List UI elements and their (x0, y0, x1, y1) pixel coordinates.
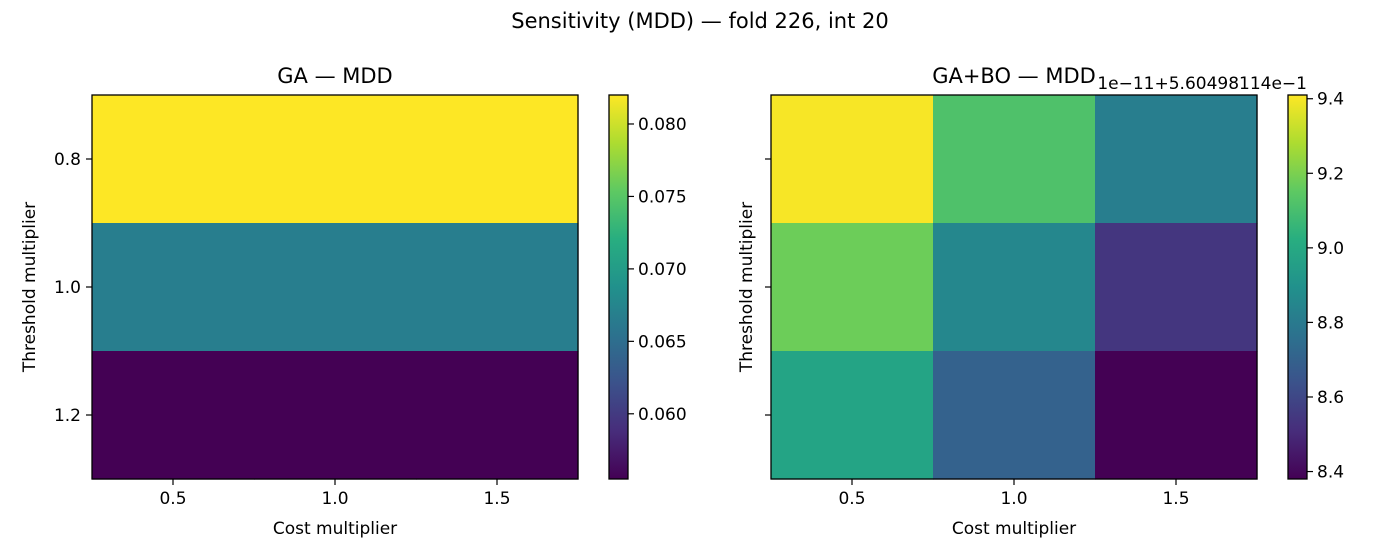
heatmap-gabo-cell-r2-c1 (933, 351, 1096, 480)
colorbar-gabo-tick-label: 9.0 (1317, 239, 1344, 259)
colorbar-ga-tick-label: 0.060 (638, 405, 687, 425)
colorbar-ga-tick-label: 0.065 (638, 332, 687, 352)
heatmap-ga-x-tick-label: 1.0 (321, 489, 348, 509)
heatmap-ga-x-ticks: 0.5 1.0 1.5 (159, 479, 511, 509)
heatmap-ga-x-tick-label: 1.5 (483, 489, 510, 509)
colorbar-ga-gradient (609, 95, 628, 479)
heatmap-ga-y-tick-label: 0.8 (54, 150, 81, 170)
heatmap-gabo-x-tick-label: 0.5 (838, 489, 865, 509)
colorbar-gabo: 8.4 8.6 8.8 9.0 9.2 9.4 1e−11+5.60498114e−1 (1097, 74, 1344, 483)
heatmap-ga-y-ticks: 0.8 1.0 1.2 (54, 150, 92, 426)
heatmap-ga-title: GA — MDD (277, 64, 392, 88)
heatmap-ga-xlabel: Cost multiplier (273, 519, 397, 539)
heatmap-gabo-cell-r0-c2 (1095, 95, 1258, 224)
colorbar-gabo-tick-label: 8.8 (1317, 313, 1344, 333)
heatmap-gabo-cell-r2-c0 (771, 351, 934, 480)
heatmap-gabo-x-ticks: 0.5 1.0 1.5 (838, 479, 1190, 509)
heatmap-gabo-ylabel: Threshold multiplier (737, 202, 757, 373)
heatmap-ga-cell-r2-c0 (92, 351, 255, 480)
colorbar-gabo-offset-text: 1e−11+5.60498114e−1 (1097, 74, 1307, 94)
figure-suptitle: Sensitivity (MDD) — fold 226, int 20 (511, 9, 889, 33)
colorbar-ga-ticks: 0.060 0.065 0.070 0.075 0.080 (628, 115, 687, 425)
heatmap-ga-cell-r2-c2 (416, 351, 579, 480)
heatmap-ga-cell-r0-c2 (416, 95, 579, 224)
heatmap-gabo-cell-r0-c0 (771, 95, 934, 224)
heatmap-gabo-title: GA+BO — MDD (932, 64, 1096, 88)
heatmap-ga-cell-r0-c0 (92, 95, 255, 224)
colorbar-gabo-gradient (1288, 95, 1307, 479)
colorbar-ga-tick-label: 0.070 (638, 260, 687, 280)
colorbar-gabo-tick-label: 9.4 (1317, 90, 1344, 110)
heatmap-gabo-xlabel: Cost multiplier (952, 519, 1076, 539)
heatmap-gabo-cell-r1-c2 (1095, 223, 1258, 352)
colorbar-ga-frame (608, 94, 629, 480)
heatmap-ga-cell-r1-c1 (254, 223, 417, 352)
colorbar-gabo-ticks: 8.4 8.6 8.8 9.0 9.2 9.4 (1307, 90, 1344, 483)
heatmap-gabo-y-ticks (765, 158, 771, 416)
heatmap-ga-cells (92, 95, 579, 480)
heatmap-gabo-x-tick-label: 1.5 (1162, 489, 1189, 509)
heatmap-ga-cell-r1-c0 (92, 223, 255, 352)
heatmap-ga-mdd: GA — MDD 0.5 1.0 1.5 0.8 1.0 1.2 Cost multip… (20, 64, 579, 539)
heatmap-ga-cell-r1-c2 (416, 223, 579, 352)
colorbar-ga-tick-label: 0.080 (638, 115, 687, 135)
heatmap-gabo-cell-r1-c1 (933, 223, 1096, 352)
colorbar-gabo-frame (1287, 94, 1308, 480)
heatmap-gabo-cell-r0-c1 (933, 95, 1096, 224)
heatmap-ga-y-tick-label: 1.0 (54, 278, 81, 298)
heatmap-ga-cell-r2-c1 (254, 351, 417, 480)
colorbar-ga: 0.060 0.065 0.070 0.075 0.080 (608, 94, 687, 480)
colorbar-gabo-tick-label: 8.4 (1317, 463, 1344, 483)
colorbar-ga-tick-label: 0.075 (638, 187, 687, 207)
heatmap-ga-x-tick-label: 0.5 (159, 489, 186, 509)
heatmap-gabo-cell-r1-c0 (771, 223, 934, 352)
heatmap-gabo-cell-r2-c2 (1095, 351, 1258, 480)
colorbar-gabo-tick-label: 9.2 (1317, 164, 1344, 184)
heatmap-ga-cell-r0-c1 (254, 95, 417, 224)
colorbar-gabo-tick-label: 8.6 (1317, 388, 1344, 408)
heatmap-gabo-cells (771, 95, 1258, 480)
heatmap-ga-y-tick-label: 1.2 (54, 406, 81, 426)
heatmap-ga-ylabel: Threshold multiplier (20, 202, 40, 373)
heatmap-gabo-x-tick-label: 1.0 (1000, 489, 1027, 509)
heatmap-gabo-mdd: GA+BO — MDD 0.5 1.0 1.5 Cost multiplier Th… (737, 64, 1258, 539)
